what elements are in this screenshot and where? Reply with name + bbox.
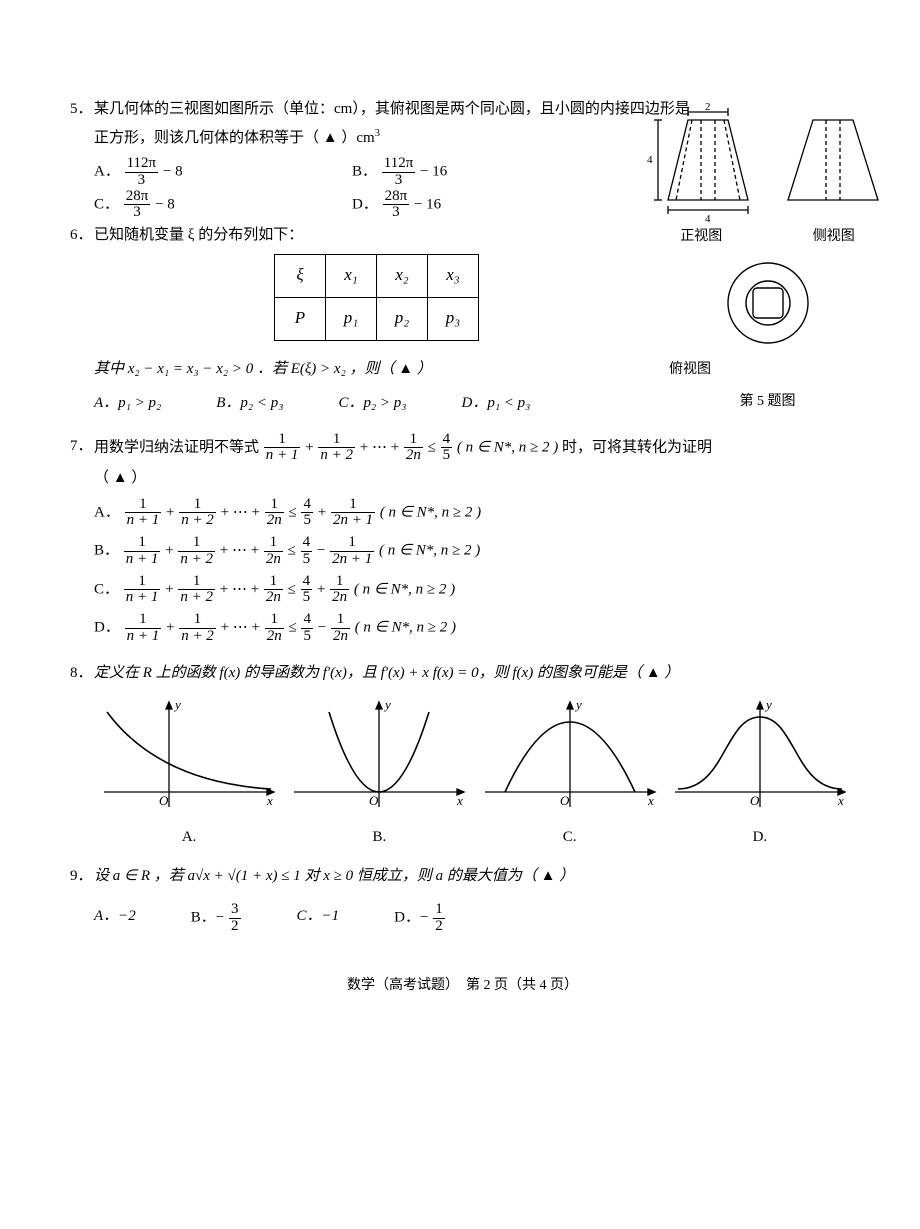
q6-choice-d: D．p₁ < p₃ (462, 389, 531, 418)
q6-choice-a: A．p₁ > p₂ (94, 389, 161, 418)
q5-choice-a: A． 112π3 − 8 (94, 156, 314, 189)
q8-panel-b: O x y B. (284, 697, 474, 852)
q6-num: 6． (70, 221, 93, 250)
q8-panels: O x y A. O x y (94, 697, 855, 852)
q9-choice-c: C．−1 (297, 902, 340, 935)
svg-text:y: y (383, 697, 391, 712)
q8-num: 8． (70, 659, 93, 688)
q7-choice-b: B． 1n + 1 + 1n + 2 + ⋯ + 12n ≤ 45 − 12n … (94, 535, 855, 568)
svg-text:y: y (574, 697, 582, 712)
q6-choice-c: C．p₂ > p₃ (338, 389, 406, 418)
q6-choice-b: B．p₂ < p₃ (216, 389, 283, 418)
svg-text:O: O (369, 793, 379, 808)
q5-sup: 3 (375, 128, 380, 139)
q8-stem: 定义在 R 上的函数 f(x) 的导函数为 f′(x)，且 f′(x) + x … (94, 665, 679, 681)
q5-stem-a: 某几何体的三视图如图所示（单位：cm），其俯视图是两个同心圆，且小圆的内接四边形… (94, 101, 690, 117)
q7-stem-b: 时，可将其转化为证明 (562, 439, 712, 455)
q5-choice-c: C． 28π3 − 8 (94, 189, 314, 222)
svg-text:y: y (173, 697, 181, 712)
q6-stem: 已知随机变量 ξ 的分布列如下： (94, 227, 303, 243)
q8-panel-a: O x y A. (94, 697, 284, 852)
q9-stem: 设 a ∈ R ，若 a√x + √(1 + x) ≤ 1 对 x ≥ 0 恒成… (94, 868, 574, 884)
q5-num: 5． (70, 95, 93, 124)
svg-text:O: O (750, 793, 760, 808)
q7-choice-c: C． 1n + 1 + 1n + 2 + ⋯ + 12n ≤ 45 + 12n … (94, 574, 855, 607)
q9-choice-b: B．− 32 (191, 902, 242, 935)
q6-cond: 其中 x₂ − x₁ = x₃ − x₂ > 0 ．若 E(ξ) > x₂ ，则… (94, 355, 855, 384)
q5-choice-d: D． 28π3 − 16 (352, 189, 441, 222)
svg-text:y: y (764, 697, 772, 712)
question-5: 5． 某几何体的三视图如图所示（单位：cm），其俯视图是两个同心圆，且小圆的内接… (70, 95, 855, 221)
svg-text:O: O (159, 793, 169, 808)
q5-choice-b: B． 112π3 − 16 (352, 156, 447, 189)
question-8: 8． 定义在 R 上的函数 f(x) 的导函数为 f′(x)，且 f′(x) +… (70, 659, 855, 852)
svg-text:O: O (560, 793, 570, 808)
svg-text:x: x (837, 793, 844, 808)
page-footer: 数学（高考试题） 第 2 页（共 4 页） (70, 973, 855, 1000)
question-6: 6． 已知随机变量 ξ 的分布列如下： ξ x₁ x₂ x₃ P p₁ p₂ p… (70, 221, 855, 418)
q8-panel-d: O x y D. (665, 697, 855, 852)
q7-stem-a: 用数学归纳法证明不等式 (94, 439, 263, 455)
q9-choice-d: D．− 12 (394, 902, 446, 935)
svg-text:x: x (456, 793, 463, 808)
q6-table: ξ x₁ x₂ x₃ P p₁ p₂ p₃ (274, 254, 479, 341)
q7-choice-d: D． 1n + 1 + 1n + 2 + ⋯ + 12n ≤ 45 − 12n … (94, 612, 855, 645)
q7-num: 7． (70, 432, 93, 461)
q9-choice-a: A．−2 (94, 902, 136, 935)
svg-text:x: x (647, 793, 654, 808)
q8-panel-c: O x y C. (475, 697, 665, 852)
q9-num: 9． (70, 862, 93, 891)
q7-blank: （ ▲ ） (94, 464, 855, 493)
svg-text:x: x (266, 793, 273, 808)
question-9: 9． 设 a ∈ R ，若 a√x + √(1 + x) ≤ 1 对 x ≥ 0… (70, 862, 855, 935)
q5-stem-b: 正方形，则该几何体的体积等于（ ▲ ）cm (94, 130, 375, 146)
question-7: 7． 用数学归纳法证明不等式 1n + 1 + 1n + 2 + ⋯ + 12n… (70, 432, 855, 645)
q7-choice-a: A． 1n + 1 + 1n + 2 + ⋯ + 12n ≤ 45 + 12n … (94, 497, 855, 530)
